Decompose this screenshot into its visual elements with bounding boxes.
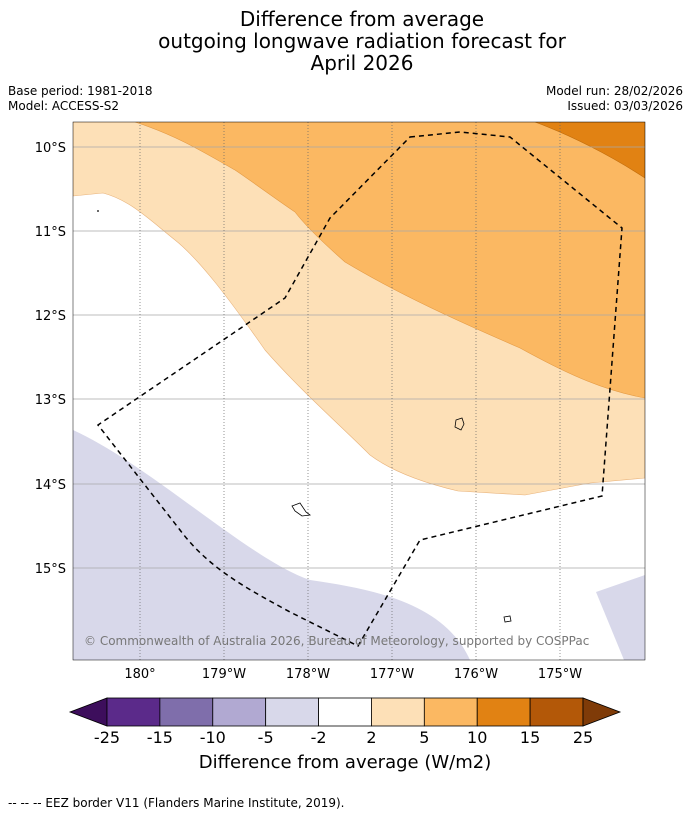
colorbar-tick-label: -2 (310, 728, 327, 747)
colorbar-tick-label: -5 (257, 728, 274, 747)
small-negative-patch (143, 628, 152, 633)
island-dot (97, 210, 99, 212)
longitude-labels: 180° 179°W 178°W 177°W 176°W 175°W (124, 667, 582, 682)
title-line-3: April 2026 (310, 51, 414, 75)
latitude-label: 15°S (35, 562, 66, 577)
colorbar-tick-label: 10 (467, 728, 488, 747)
positive-5-10-region (134, 122, 645, 399)
island-outline (454, 417, 465, 431)
colorbar-tick-label: -25 (93, 728, 121, 747)
island-outline (503, 615, 512, 623)
title-line-2: outgoing longwave radiation forecast for (158, 29, 566, 53)
longitude-label: 180° (124, 667, 155, 682)
meta-right: Model run: 28/02/2026 Issued: 03/03/2026 (546, 84, 683, 114)
colorbar-segment (318, 697, 372, 727)
map-credit: © Commonwealth of Australia 2026, Bureau… (84, 634, 589, 648)
colorbar-tick-label: 5 (419, 728, 430, 747)
colorbar-segment (106, 697, 161, 727)
eez-footnote: -- -- -- EEZ border V11 (Flanders Marine… (8, 796, 345, 810)
colorbar-segment (159, 697, 214, 727)
latitude-label: 12°S (35, 309, 66, 324)
longitude-label: 179°W (202, 667, 246, 682)
base-period: Base period: 1981-2018 (8, 84, 153, 98)
colorbar-segment (476, 697, 531, 727)
latitude-label: 14°S (35, 478, 66, 493)
colorbar-tick-label: 15 (519, 728, 541, 747)
colorbar-tick-label: -10 (199, 728, 226, 747)
colorbar-tick-label: 2 (366, 728, 377, 747)
latitude-label: 10°S (35, 141, 66, 156)
colorbar-segment (423, 697, 478, 727)
eez-border (96, 131, 623, 647)
meta-left: Base period: 1981-2018 Model: ACCESS-S2 (8, 84, 153, 114)
colorbar-under-extension (68, 697, 108, 727)
latitude-labels: 10°S 11°S 12°S 13°S 14°S 15°S (35, 141, 66, 577)
negative-anomaly-region-east (596, 575, 645, 660)
longitude-label: 176°W (454, 667, 498, 682)
chart-title: Difference from average outgoing longwav… (0, 8, 690, 74)
island-outline (291, 502, 312, 517)
longitude-label: 177°W (370, 667, 414, 682)
colorbar-segment (212, 697, 267, 727)
colorbar-tick-label: 25 (572, 728, 594, 747)
colorbar-title: Difference from average (W/m2) (198, 752, 492, 773)
model-run: Model run: 28/02/2026 (545, 84, 683, 98)
longitude-label: 175°W (538, 667, 582, 682)
colorbar-over-extension (582, 697, 622, 727)
model-name: Model: ACCESS-S2 (8, 99, 120, 113)
map-area: © Commonwealth of Australia 2026, Bureau… (73, 122, 645, 660)
latitude-label: 13°S (35, 393, 66, 408)
latitude-label: 11°S (35, 225, 66, 240)
colorbar-segment (265, 697, 319, 727)
title-line-1: Difference from average (239, 7, 485, 31)
negative-anomaly-region (73, 430, 470, 660)
gridlines (73, 122, 645, 660)
issued-date: Issued: 03/03/2026 (567, 99, 683, 113)
colorbar-segment (529, 697, 584, 727)
longitude-label: 178°W (286, 667, 330, 682)
colorbar (68, 697, 622, 727)
colorbar-tick-label: -15 (146, 728, 173, 747)
colorbar-segment (371, 697, 425, 727)
map-frame (72, 121, 646, 661)
